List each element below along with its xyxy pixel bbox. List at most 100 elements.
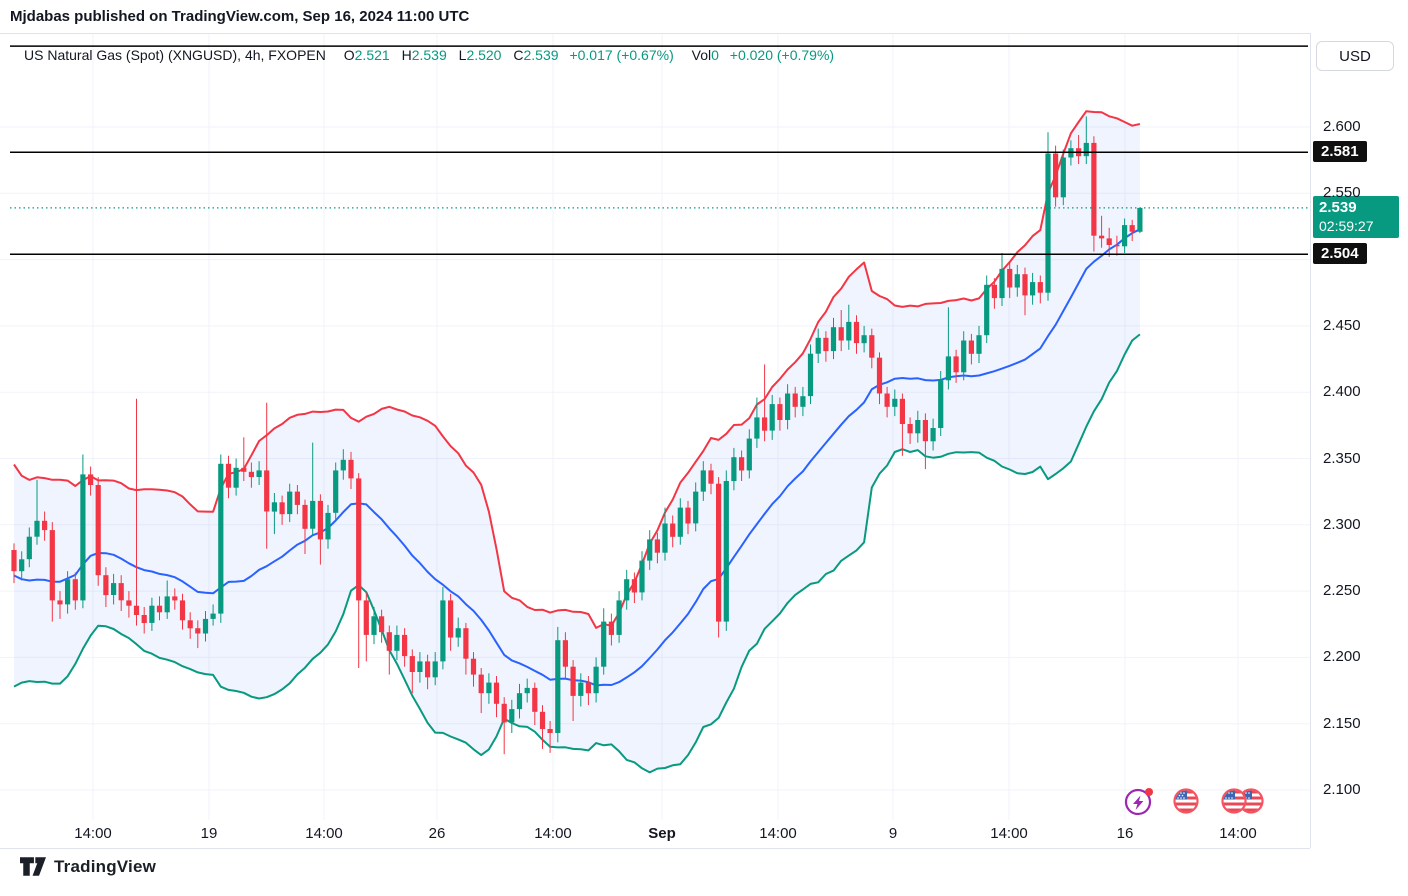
candle-body <box>624 579 630 601</box>
candle-body <box>455 628 461 638</box>
candle-body <box>670 523 676 537</box>
price-tick-label: 2.450 <box>1323 316 1361 334</box>
currency-toggle-usd[interactable]: USD <box>1316 41 1394 71</box>
price-tick-label: 2.350 <box>1323 449 1361 467</box>
candle-body <box>853 321 860 344</box>
candle-body <box>80 474 86 601</box>
price-tick-label: 2.300 <box>1323 515 1361 533</box>
candle-body <box>739 457 745 471</box>
candle-body <box>49 530 55 601</box>
time-tick-label: 26 <box>428 825 446 842</box>
symbol-title[interactable]: US Natural Gas (Spot) (XNGUSD), 4h, FXOP… <box>24 47 326 63</box>
tradingview-logo[interactable]: TradingView <box>20 856 156 877</box>
price-tick-label: 2.250 <box>1323 582 1361 600</box>
candle-body <box>578 682 584 696</box>
candle-body <box>807 353 814 397</box>
candle-body <box>195 628 201 634</box>
candle-body <box>57 600 63 605</box>
price-axis-border <box>1310 33 1311 848</box>
candle-body <box>570 666 576 696</box>
candle-body <box>1091 142 1097 236</box>
us-flag-pair-event-icon[interactable] <box>1217 786 1269 816</box>
current-price-value: 2.539 <box>1319 198 1357 216</box>
price-line-label[interactable]: 2.504 <box>1313 243 1367 265</box>
candle-body <box>838 327 844 341</box>
candle-body <box>746 438 752 471</box>
candle-body <box>685 507 691 524</box>
candle-body <box>953 356 959 373</box>
candle-body <box>379 616 385 633</box>
candle-body <box>325 512 331 540</box>
open-value: 2.521 <box>354 47 390 63</box>
candle-body <box>754 417 760 439</box>
candle-body <box>271 502 277 512</box>
bollinger-basis-line <box>13 228 1141 687</box>
candle-body <box>363 600 369 635</box>
chart-legend: US Natural Gas (Spot) (XNGUSD), 4h, FXOP… <box>24 47 834 63</box>
price-tick-label: 2.600 <box>1323 118 1361 135</box>
candle-body <box>448 600 454 638</box>
candle-body <box>907 424 913 434</box>
candle-body <box>562 640 568 667</box>
candle-body <box>999 268 1005 299</box>
candle-body <box>899 398 905 424</box>
candle-body <box>333 470 339 513</box>
candle-body <box>693 491 699 524</box>
tradingview-logo-mark <box>20 857 46 876</box>
time-tick-label: 14:00 <box>1219 825 1257 842</box>
low-value: 2.520 <box>466 47 502 63</box>
candle-body <box>976 335 982 354</box>
time-tick-label: 14:00 <box>990 825 1028 842</box>
candle-body <box>631 579 637 593</box>
high-label: H <box>401 47 412 63</box>
time-tick-label: 19 <box>200 825 218 842</box>
candle-body <box>133 605 140 615</box>
candle-body <box>800 396 806 407</box>
candle-body <box>417 661 423 672</box>
candle-body <box>302 504 308 529</box>
candle-body <box>172 596 178 601</box>
candle-body <box>984 284 990 336</box>
candle-body <box>716 483 722 622</box>
candle-body <box>141 615 147 623</box>
chart-canvas[interactable] <box>0 0 1310 848</box>
price-tick-label: 2.200 <box>1323 648 1361 666</box>
candle-body <box>88 474 94 485</box>
candle-body <box>945 356 951 381</box>
bollinger-lower-band <box>13 333 1141 774</box>
candle-body <box>539 711 546 729</box>
candle-body <box>179 600 186 621</box>
candle-body <box>256 470 262 477</box>
candle-body <box>608 621 614 635</box>
candle-body <box>509 709 515 723</box>
candle-body <box>1053 153 1059 198</box>
tradingview-logo-text: TradingView <box>54 856 157 876</box>
candle-body <box>19 559 25 572</box>
price-tick-label: 2.100 <box>1323 781 1361 798</box>
candle-body <box>310 500 316 529</box>
candle-body <box>1060 157 1066 198</box>
candle-body <box>486 682 492 694</box>
candle-body <box>547 729 553 733</box>
candle-body <box>218 463 224 614</box>
candle-body <box>72 579 78 601</box>
candle-body <box>731 457 737 482</box>
candle-body <box>149 605 155 623</box>
time-axis[interactable]: 14:00 19 14:00 26 14:00 Sep 14:00 9 14:00 16 14:00 <box>0 820 1310 848</box>
candle-body <box>279 502 285 515</box>
candle-body <box>42 520 48 531</box>
candle-body <box>1045 153 1051 293</box>
volume-value: 0 <box>711 47 719 63</box>
candle-body <box>241 467 247 472</box>
price-axis[interactable]: 2.581 2.504 2.539 02:59:27 2.600 2.550 2.4… <box>1311 33 1408 848</box>
candle-body <box>126 600 132 606</box>
flash-event-icon[interactable] <box>1122 785 1156 817</box>
candle-body <box>961 340 967 373</box>
candle-body <box>792 393 798 407</box>
candle-body <box>830 327 837 352</box>
candle-body <box>1114 245 1120 247</box>
price-line-label[interactable]: 2.581 <box>1313 141 1367 163</box>
candle-body <box>876 357 883 394</box>
us-flag-event-icon[interactable] <box>1171 786 1201 816</box>
candle-body <box>922 420 928 442</box>
